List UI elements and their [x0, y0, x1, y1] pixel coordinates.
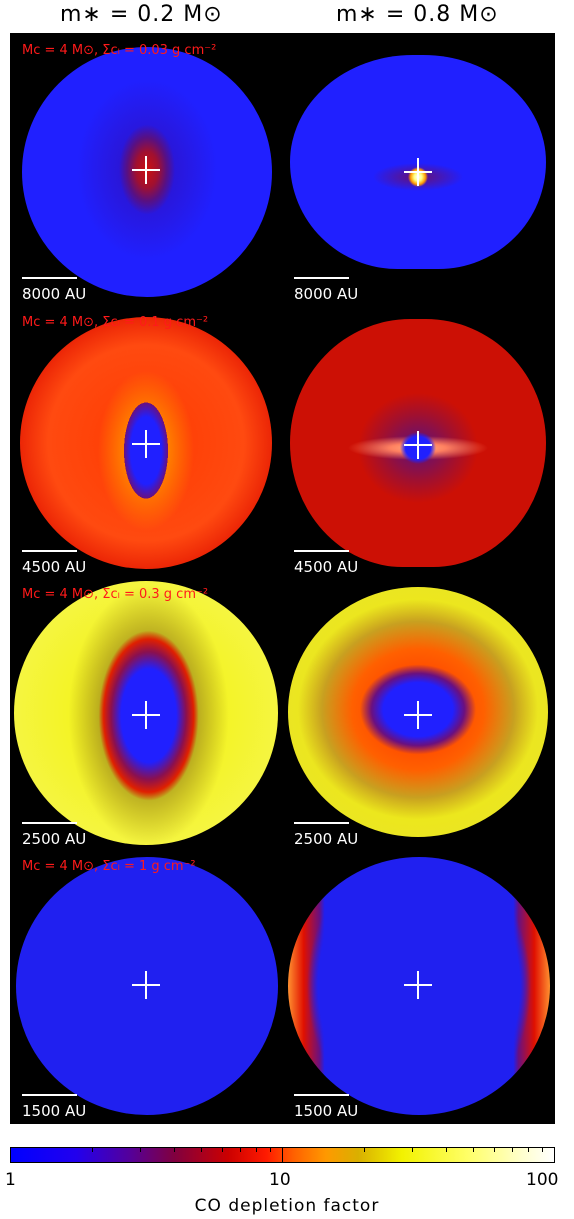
center-marker — [404, 431, 432, 459]
minor-tick — [256, 1147, 257, 1152]
colorbar-tick-label-min: 1 — [5, 1170, 16, 1190]
depletion-map — [16, 857, 278, 1115]
scale-label: 2500 AU — [22, 830, 87, 848]
row-label-1: Mᴄ = 4 M⊙, Σᴄₗ = 0.03 g cm⁻² — [22, 43, 217, 58]
minor-tick — [201, 1147, 202, 1152]
center-marker — [132, 430, 160, 458]
column-title-left: m∗ = 0.2 M⊙ — [60, 2, 223, 27]
center-marker — [132, 701, 160, 729]
panel-row1-left: 8000 AU — [10, 33, 282, 305]
scale-bar — [294, 277, 349, 279]
scale-label: 1500 AU — [22, 1102, 87, 1120]
scale-bar — [22, 822, 77, 824]
scale-bar — [22, 550, 77, 552]
panel-row3-right: 2500 AU — [282, 577, 554, 849]
scale-label: 4500 AU — [22, 558, 87, 576]
scale-label: 8000 AU — [294, 285, 359, 303]
scale-bar — [294, 822, 349, 824]
minor-tick — [240, 1147, 241, 1152]
center-marker — [404, 701, 432, 729]
center-marker — [132, 971, 160, 999]
panel-row3-left: 2500 AU — [10, 577, 282, 849]
panel-row4-right: 1500 AU — [282, 849, 554, 1121]
panel-row1-right: 8000 AU — [282, 33, 554, 305]
depletion-map — [22, 47, 272, 297]
row-label-4: Mᴄ = 4 M⊙, Σᴄₗ = 1 g cm⁻² — [22, 859, 196, 874]
major-tick — [282, 1147, 283, 1163]
minor-tick — [270, 1147, 271, 1152]
major-tick — [10, 1147, 11, 1163]
colorbar-title: CO depletion factor — [194, 1196, 380, 1216]
scale-label: 2500 AU — [294, 830, 359, 848]
minor-tick — [512, 1147, 513, 1152]
scale-bar — [22, 277, 77, 279]
minor-tick — [412, 1147, 413, 1152]
scale-label: 8000 AU — [22, 285, 87, 303]
panel-row4-left: 1500 AU — [10, 849, 282, 1121]
minor-tick — [446, 1147, 447, 1152]
center-marker — [132, 156, 160, 184]
colorbar-tick-label-max: 100 — [526, 1170, 559, 1190]
column-title-right: m∗ = 0.8 M⊙ — [336, 2, 499, 27]
minor-tick — [92, 1147, 93, 1152]
panel-row2-right: 4500 AU — [282, 305, 554, 577]
minor-tick — [364, 1147, 365, 1152]
panel-row2-left: 4500 AU — [10, 305, 282, 577]
minor-tick — [174, 1147, 175, 1152]
scale-bar — [22, 1094, 77, 1096]
row-label-2: Mᴄ = 4 M⊙, Σᴄₗ = 0.1 g cm⁻² — [22, 315, 209, 330]
row-label-3: Mᴄ = 4 M⊙, Σᴄₗ = 0.3 g cm⁻² — [22, 587, 209, 602]
image-panels: 8000 AU 8000 AU Mᴄ = 4 M⊙, Σᴄₗ = 0.03 g … — [10, 33, 555, 1124]
depletion-map — [290, 55, 546, 269]
colorbar-tick-label-mid: 10 — [269, 1170, 291, 1190]
minor-tick — [542, 1147, 543, 1152]
minor-tick — [473, 1147, 474, 1152]
scale-label: 1500 AU — [294, 1102, 359, 1120]
minor-tick — [222, 1147, 223, 1152]
minor-tick — [528, 1147, 529, 1152]
minor-tick — [140, 1147, 141, 1152]
center-marker — [404, 971, 432, 999]
minor-tick — [494, 1147, 495, 1152]
scale-bar — [294, 550, 349, 552]
major-tick — [554, 1147, 555, 1163]
scale-label: 4500 AU — [294, 558, 359, 576]
scale-bar — [294, 1094, 349, 1096]
center-marker — [404, 158, 432, 186]
depletion-map — [288, 857, 550, 1115]
